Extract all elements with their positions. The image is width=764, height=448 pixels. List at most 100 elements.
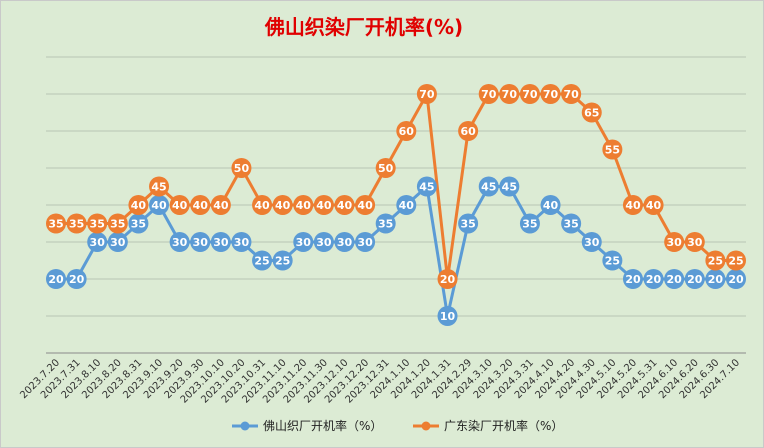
- data-point: [540, 84, 561, 104]
- data-point: [561, 213, 582, 234]
- data-point: [210, 232, 231, 252]
- data-point: [190, 232, 211, 252]
- legend-marker: [240, 421, 250, 431]
- data-label: 20: [69, 273, 85, 286]
- data-label: 30: [172, 236, 188, 249]
- data-label: 55: [605, 144, 620, 157]
- data-point: [169, 195, 190, 215]
- data-label: 40: [646, 199, 662, 212]
- data-point: [499, 84, 520, 104]
- series-points: 20 20 30 30 35 40 30 30 30 30 25 25 30 30 30 30 35 40 45 10…: [46, 84, 746, 326]
- data-point: [478, 176, 499, 197]
- data-point: [375, 158, 396, 178]
- data-point: [128, 195, 149, 215]
- data-point: [231, 158, 252, 178]
- data-point: [540, 195, 561, 215]
- data-point: [66, 269, 87, 289]
- data-point: [705, 250, 726, 271]
- data-label: 65: [584, 107, 599, 120]
- data-point: [581, 232, 602, 252]
- data-point: [272, 250, 293, 271]
- data-label: 40: [543, 199, 559, 212]
- data-label: 40: [151, 199, 167, 212]
- data-point: [66, 213, 87, 234]
- legend: 佛山织厂开机率（%） 广东染厂开机率（%）: [232, 418, 563, 433]
- data-label: 35: [110, 218, 125, 231]
- data-point: [355, 232, 376, 252]
- legend-label: 佛山织厂开机率（%）: [263, 418, 382, 433]
- legend-label: 广东染厂开机率（%）: [444, 418, 563, 433]
- data-point: [107, 213, 128, 234]
- data-label: 40: [172, 199, 188, 212]
- data-label: 25: [275, 255, 290, 268]
- data-label: 40: [131, 199, 147, 212]
- data-point: [561, 84, 582, 104]
- data-point: [149, 195, 170, 215]
- data-point: [128, 213, 149, 234]
- data-point: [231, 232, 252, 252]
- data-point: [643, 195, 664, 215]
- data-label: 40: [254, 199, 270, 212]
- data-point: [416, 176, 437, 197]
- data-point: [458, 213, 479, 234]
- data-label: 20: [646, 273, 662, 286]
- data-point: [293, 195, 314, 215]
- data-label: 45: [151, 181, 166, 194]
- grid-lines: [46, 56, 746, 354]
- data-point: [437, 306, 458, 326]
- data-label: 25: [708, 255, 723, 268]
- data-label: 25: [605, 255, 620, 268]
- data-point: [313, 232, 334, 252]
- data-point: [355, 195, 376, 215]
- data-label: 70: [502, 88, 518, 101]
- data-label: 50: [378, 162, 394, 175]
- data-label: 40: [213, 199, 229, 212]
- data-label: 35: [378, 218, 393, 231]
- data-label: 35: [90, 218, 105, 231]
- data-label: 35: [69, 218, 84, 231]
- data-label: 40: [296, 199, 312, 212]
- data-point: [478, 84, 499, 104]
- data-label: 40: [399, 199, 415, 212]
- data-point: [87, 213, 108, 234]
- data-point: [252, 250, 273, 271]
- data-label: 30: [213, 236, 229, 249]
- data-label: 30: [110, 236, 126, 249]
- data-point: [581, 102, 602, 123]
- data-label: 30: [316, 236, 332, 249]
- data-label: 40: [357, 199, 373, 212]
- legend-marker: [421, 421, 431, 431]
- data-label: 20: [687, 273, 703, 286]
- data-point: [149, 176, 170, 197]
- data-label: 30: [296, 236, 312, 249]
- data-point: [210, 195, 231, 215]
- data-label: 30: [667, 236, 683, 249]
- data-point: [684, 269, 705, 289]
- data-point: [87, 232, 108, 252]
- data-point: [396, 121, 417, 141]
- data-label: 40: [193, 199, 209, 212]
- data-label: 40: [337, 199, 353, 212]
- data-label: 20: [440, 273, 456, 286]
- data-point: [190, 195, 211, 215]
- data-label: 70: [563, 88, 579, 101]
- data-point: [334, 195, 355, 215]
- data-label: 20: [625, 273, 641, 286]
- data-label: 70: [543, 88, 559, 101]
- data-point: [664, 232, 685, 252]
- data-label: 25: [728, 255, 743, 268]
- data-point: [293, 232, 314, 252]
- series-lines: [56, 92, 736, 318]
- data-label: 35: [522, 218, 537, 231]
- series-line-1: [56, 185, 736, 318]
- series-line-2: [56, 92, 736, 281]
- data-label: 60: [460, 125, 476, 138]
- data-label: 20: [667, 273, 683, 286]
- data-point: [622, 269, 643, 289]
- data-label: 30: [357, 236, 373, 249]
- data-label: 45: [481, 181, 496, 194]
- data-point: [375, 213, 396, 234]
- data-label: 70: [522, 88, 538, 101]
- chart-title: 佛山织染厂开机率(%): [264, 15, 463, 39]
